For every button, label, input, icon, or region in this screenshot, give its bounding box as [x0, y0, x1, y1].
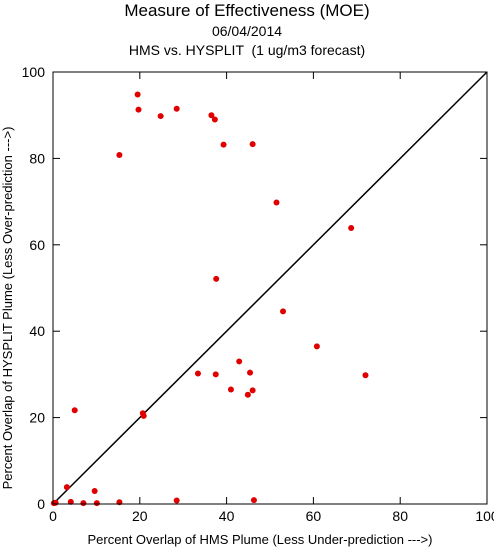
data-point-25: [63, 484, 70, 491]
data-point-5: [211, 116, 218, 123]
data-point-24: [140, 412, 147, 419]
data-point-12: [280, 308, 287, 315]
data-point-14: [236, 358, 243, 365]
data-point-30: [80, 500, 87, 507]
data-point-4: [208, 112, 215, 119]
data-point-13: [313, 343, 320, 350]
one-to-one-line: [52, 71, 488, 505]
data-point-31: [93, 500, 100, 507]
axis-ticks: 0 20 40 60 80 100 0 20 40 60 80 100: [22, 64, 494, 524]
y-tick-label: 40: [29, 323, 45, 339]
y-tick-label: 20: [29, 410, 45, 426]
data-point-10: [348, 224, 355, 231]
data-point-3: [157, 113, 164, 120]
x-tick-label: 0: [49, 508, 57, 524]
y-tick-label: 60: [29, 237, 45, 253]
x-tick-label: 100: [475, 508, 494, 524]
y-tick-label: 100: [22, 64, 46, 80]
data-point-9: [273, 199, 280, 206]
x-tick-label: 40: [219, 508, 235, 524]
plot-marks: [50, 71, 488, 507]
x-tick-label: 20: [132, 508, 148, 524]
chart-title: Measure of Effectiveness (MOE): [124, 1, 370, 20]
x-axis-label: Percent Overlap of HMS Plume (Less Under…: [88, 532, 433, 547]
data-point-0: [134, 91, 141, 98]
data-point-16: [212, 371, 219, 378]
data-point-19: [227, 386, 234, 393]
data-point-34: [250, 497, 257, 504]
data-point-15: [194, 370, 201, 377]
data-point-11: [213, 275, 220, 282]
data-point-2: [173, 105, 180, 112]
data-point-22: [71, 407, 78, 414]
data-point-28: [52, 499, 59, 506]
data-point-21: [244, 391, 251, 398]
data-point-6: [116, 151, 123, 158]
x-tick-label: 60: [306, 508, 322, 524]
data-point-8: [249, 141, 256, 148]
x-tick-label: 80: [392, 508, 408, 524]
data-point-7: [220, 141, 227, 148]
plot-frame: [52, 71, 488, 505]
data-point-26: [91, 488, 98, 495]
data-point-1: [135, 106, 142, 113]
chart-date: 06/04/2014: [211, 23, 283, 39]
data-point-18: [362, 372, 369, 379]
data-point-20: [249, 387, 256, 394]
data-point-33: [173, 497, 180, 504]
y-axis-label: Percent Overlap of HYSPLIT Plume (Less O…: [0, 127, 15, 490]
y-tick-label: 80: [29, 150, 45, 166]
data-point-17: [247, 369, 254, 376]
y-tick-label: 0: [37, 496, 45, 512]
data-point-29: [67, 498, 74, 505]
chart-subtitle: HMS vs. HYSPLIT (1 ug/m3 forecast): [128, 42, 366, 58]
